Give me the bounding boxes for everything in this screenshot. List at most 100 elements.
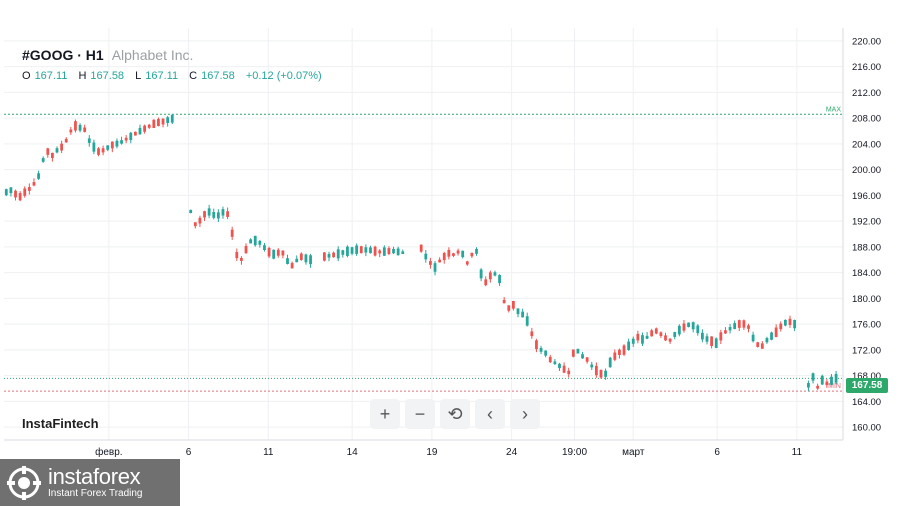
candle-body [101, 148, 105, 153]
high-label: H [78, 70, 87, 82]
candle-body [811, 373, 815, 381]
candle-body [594, 365, 598, 376]
candle-body [424, 253, 428, 260]
candle-body [622, 345, 626, 355]
candle-body [465, 261, 469, 265]
candle-body [83, 127, 87, 132]
candle-body [92, 142, 96, 152]
candle-body [493, 272, 497, 276]
candle-body [14, 190, 17, 198]
x-tick-label: март [622, 447, 645, 458]
candle-body [203, 211, 206, 218]
candle-body [737, 320, 741, 328]
candle-body [521, 311, 525, 318]
candle-body [299, 253, 303, 260]
x-tick-label: 11 [263, 447, 274, 458]
candle-body [558, 363, 561, 369]
candle-body [51, 152, 54, 158]
candle-body [530, 331, 534, 337]
x-tick-label: 6 [714, 447, 720, 458]
candle-body [461, 250, 465, 258]
candle-body [253, 235, 257, 246]
close-value: 167.58 [201, 70, 235, 82]
candle-body [677, 325, 681, 335]
candle-body [576, 348, 580, 354]
candle-body [650, 330, 654, 337]
candle-body [97, 148, 100, 155]
candle-body [143, 125, 147, 132]
candle-body [516, 308, 520, 315]
scroll-right-button[interactable]: › [510, 399, 540, 429]
candle-body [539, 347, 543, 352]
candle-body [728, 327, 732, 331]
candle-body [304, 254, 308, 263]
candle-body [475, 248, 478, 254]
candle-body [433, 263, 437, 272]
chart-title: #GOOG · H1 Alphabet Inc. [22, 47, 193, 63]
candle-body [18, 193, 22, 201]
candle-body [807, 383, 810, 388]
candle-body [820, 375, 824, 385]
candle-body [286, 258, 289, 265]
candle-body [525, 316, 529, 326]
x-tick-label: 11 [792, 447, 803, 458]
candle-body [613, 352, 617, 360]
open-value: 167.11 [34, 70, 68, 82]
reset-button[interactable]: ⟲ [440, 399, 470, 429]
candle-body [562, 365, 566, 373]
candle-body [535, 340, 538, 350]
x-tick-label: 19 [426, 447, 438, 458]
candle-body [189, 209, 193, 214]
candle-body [793, 320, 796, 329]
candle-body [733, 323, 737, 329]
candle-body [511, 300, 515, 309]
candle-body [488, 272, 492, 280]
candle-body [714, 338, 718, 348]
zoom-in-button[interactable]: + [370, 399, 400, 429]
candle-body [193, 222, 197, 227]
candle-body [64, 138, 68, 143]
candle-body [442, 253, 446, 261]
instaforex-logo[interactable]: instaforex Instant Forex Trading [0, 459, 180, 506]
candle-body [276, 249, 280, 256]
candle-body [700, 332, 704, 340]
candle-body [332, 252, 336, 258]
candle-body [55, 148, 59, 153]
candle-body [221, 209, 225, 216]
candle-body [336, 249, 340, 259]
candle-body [585, 357, 589, 362]
instaforex-logo-icon [7, 465, 41, 500]
candle-body [825, 381, 829, 386]
candle-body [567, 370, 571, 375]
footer-tagline: Instant Forex Trading [48, 487, 143, 499]
candle-body [641, 335, 644, 344]
candle-body [290, 262, 294, 269]
scroll-left-button[interactable]: ‹ [475, 399, 505, 429]
footer-brand: instaforex [48, 463, 141, 489]
y-tick-label: 176.00 [852, 320, 881, 331]
candle-body [571, 349, 575, 357]
candle-body [502, 299, 506, 304]
candle-body [668, 338, 672, 342]
x-tick-label: 14 [347, 447, 359, 458]
candle-body [378, 250, 382, 254]
y-tick-label: 188.00 [852, 242, 881, 253]
candle-body [120, 140, 123, 144]
candle-body [774, 327, 778, 337]
x-tick-label: 6 [186, 447, 192, 458]
candle-body [636, 333, 640, 341]
candle-body [212, 212, 216, 218]
zoom-out-button[interactable]: − [405, 399, 435, 429]
candle-body [604, 370, 607, 377]
candle-body [456, 250, 460, 254]
candle-body [272, 249, 276, 259]
y-tick-label: 220.00 [852, 36, 881, 47]
current-price-tag: 167.58 [846, 378, 888, 393]
candle-body [60, 143, 64, 151]
candle-body [240, 257, 243, 261]
candle-body [401, 251, 405, 254]
candle-body [166, 117, 170, 124]
candle-body [124, 137, 128, 141]
